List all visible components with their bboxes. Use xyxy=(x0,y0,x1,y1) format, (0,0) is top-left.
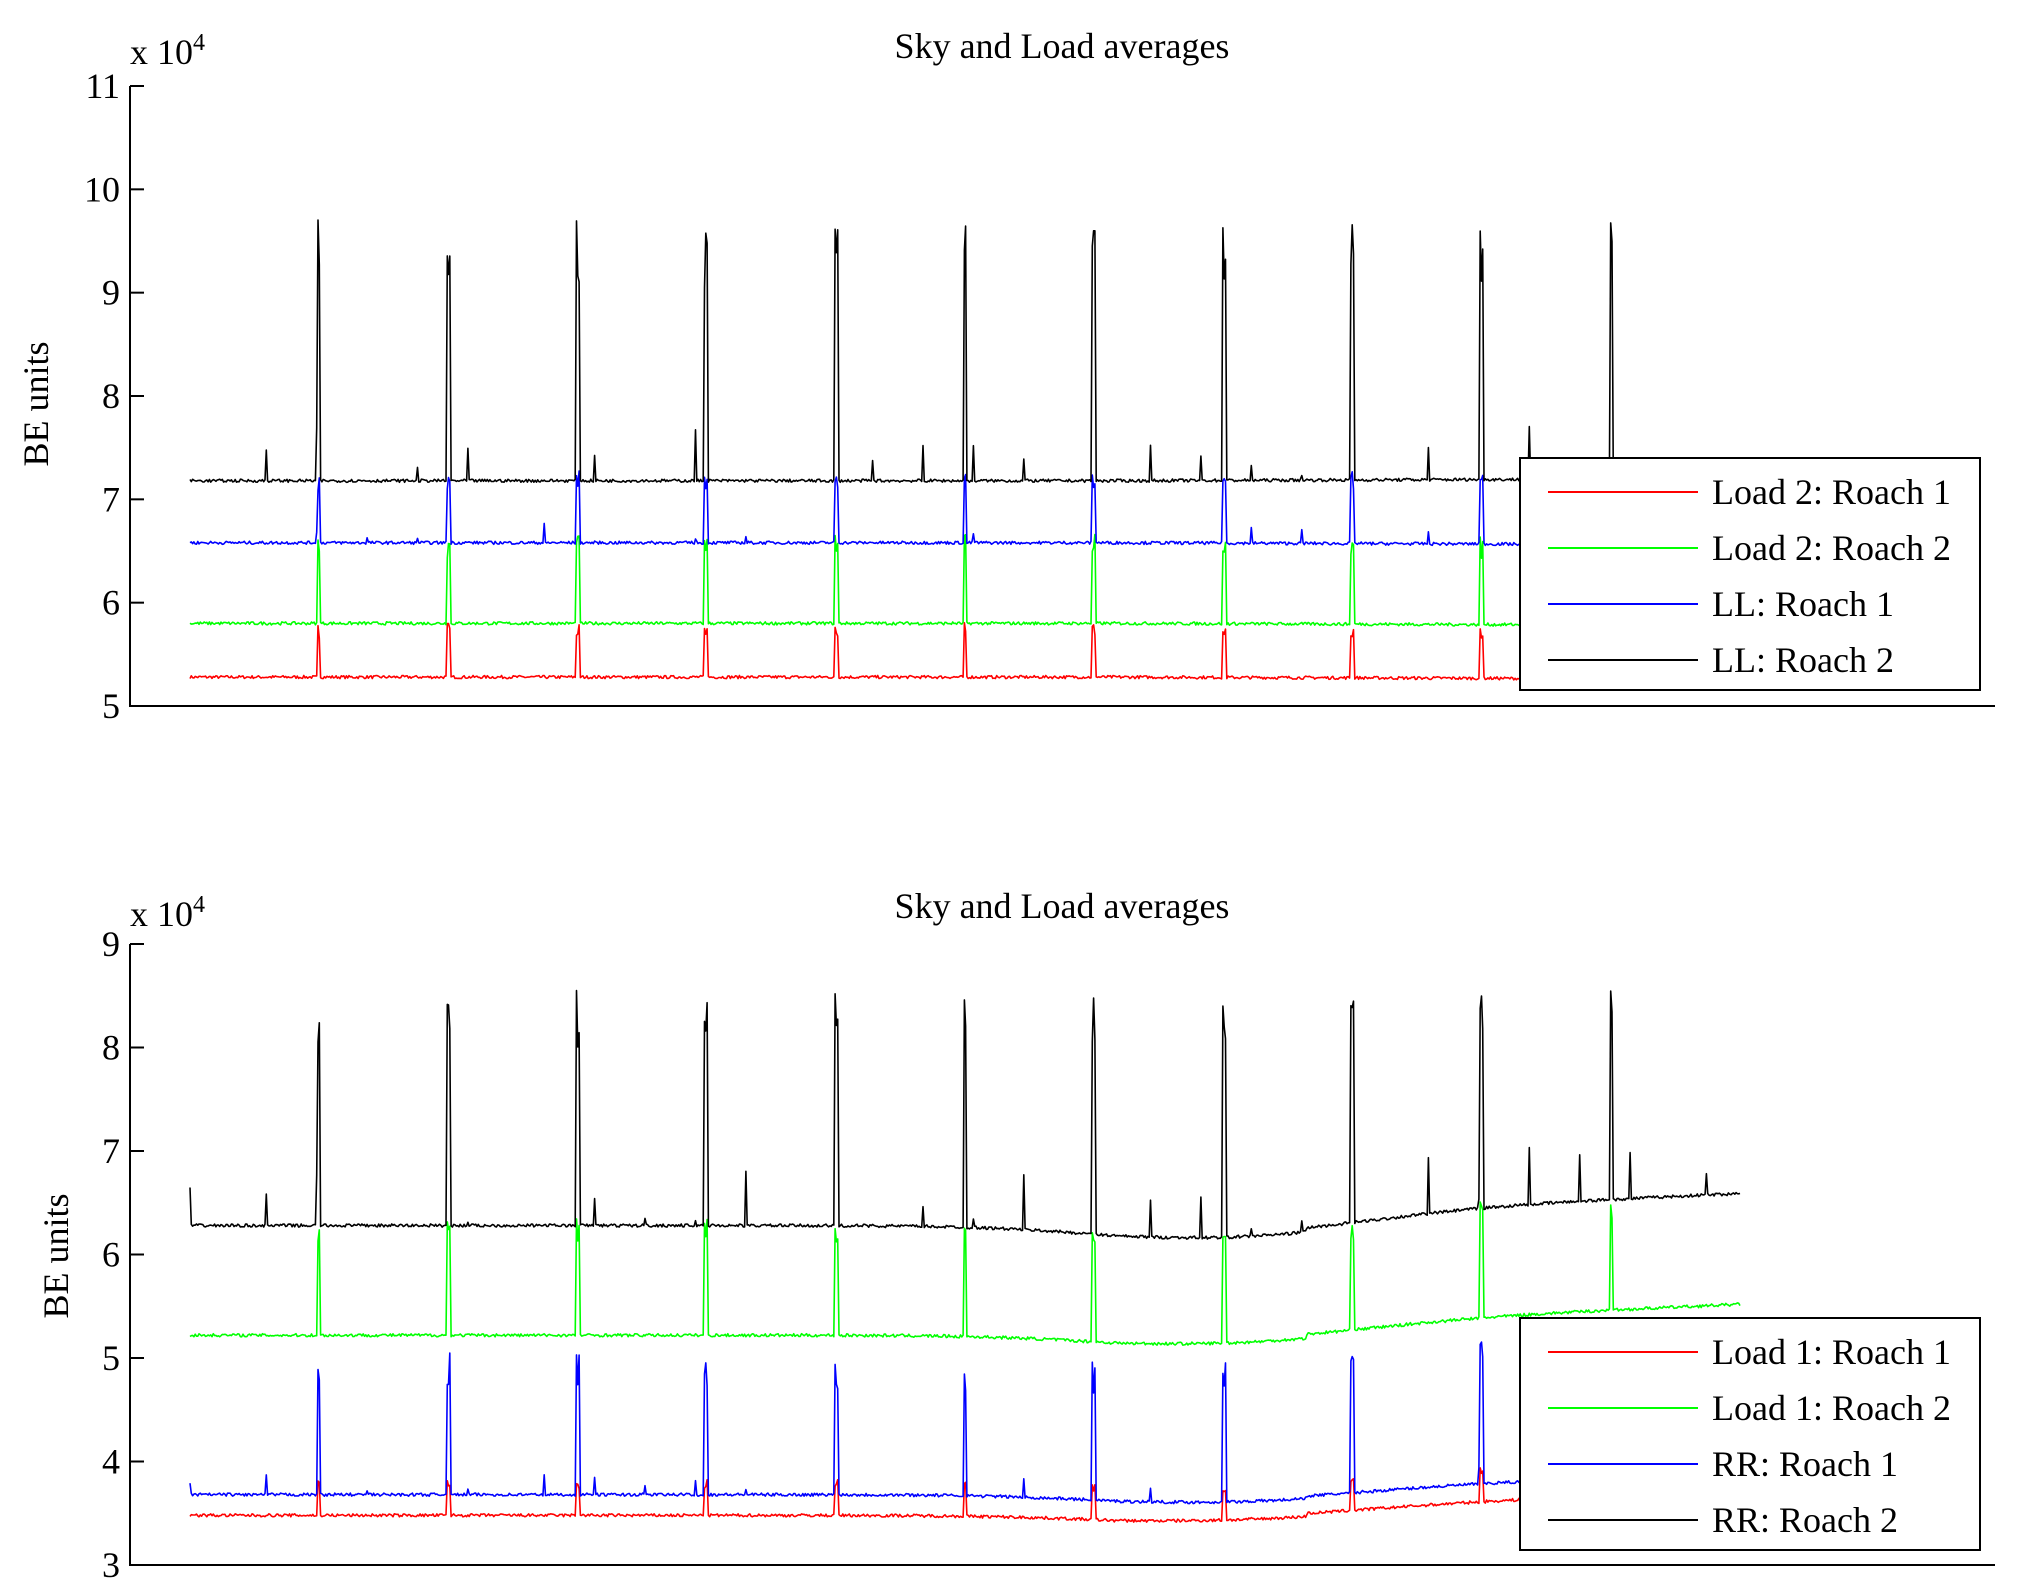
y-tick-label: 6 xyxy=(102,583,120,623)
y-multiplier-exponent: 4 xyxy=(193,892,205,918)
y-tick-label: 4 xyxy=(102,1442,120,1482)
y-tick-label: 8 xyxy=(102,376,120,416)
series-line xyxy=(189,219,1741,484)
plot-area xyxy=(129,86,1995,707)
plot-area xyxy=(129,944,1995,1566)
chart-title: Sky and Load averages xyxy=(895,886,1230,926)
y-multiplier-exponent: 4 xyxy=(193,30,205,56)
y-tick-label: 11 xyxy=(85,66,120,106)
legend-entry: Load 2: Roach 1 xyxy=(1712,472,1951,512)
y-ticks: 5 6 7 8 9 10 11 xyxy=(84,66,144,726)
series-line xyxy=(189,622,1741,682)
y-tick-label: 6 xyxy=(102,1235,120,1275)
legend-entry: LL: Roach 2 xyxy=(1712,640,1894,680)
y-tick-label: 5 xyxy=(102,686,120,726)
axis-lines xyxy=(129,86,1995,707)
series-line xyxy=(189,1341,1741,1505)
y-axis-label: BE units xyxy=(16,341,56,466)
series-line xyxy=(189,989,1741,1240)
legend-box xyxy=(1519,1317,1981,1551)
top-chart: Sky and Load averages BE units x 104 5 6 7… xyxy=(16,26,1995,726)
legend-entry: RR: Roach 2 xyxy=(1712,1500,1898,1540)
legend-box xyxy=(1519,457,1981,691)
y-tick-label: 7 xyxy=(102,1131,120,1171)
series-line xyxy=(189,1201,1741,1346)
y-axis-label: BE units xyxy=(36,1193,76,1318)
y-tick-label: 3 xyxy=(102,1545,120,1585)
y-tick-label: 10 xyxy=(84,169,120,209)
legend-entry: Load 1: Roach 2 xyxy=(1712,1388,1951,1428)
legend: Load 1: Roach 1 Load 1: Roach 2 RR: Roach … xyxy=(1519,1317,1981,1551)
y-ticks: 3 4 5 6 7 8 9 xyxy=(102,924,144,1585)
series-line xyxy=(189,533,1741,628)
series-line xyxy=(189,1461,1741,1523)
y-tick-label: 7 xyxy=(102,479,120,519)
y-multiplier-label: x 104 xyxy=(130,30,205,72)
legend-entry: Load 2: Roach 2 xyxy=(1712,528,1951,568)
y-tick-label: 9 xyxy=(102,924,120,964)
legend-entry: Load 1: Roach 1 xyxy=(1712,1332,1951,1372)
legend-entry: RR: Roach 1 xyxy=(1712,1444,1898,1484)
y-tick-label: 8 xyxy=(102,1028,120,1068)
axis-lines xyxy=(129,944,1995,1566)
bottom-chart: Sky and Load averages BE units x 104 3 4 5… xyxy=(36,886,1995,1585)
y-tick-label: 9 xyxy=(102,273,120,313)
legend: Load 2: Roach 1 Load 2: Roach 2 LL: Roach … xyxy=(1519,457,1981,691)
series-line xyxy=(189,470,1741,548)
y-multiplier-label: x 104 xyxy=(130,892,205,934)
legend-entry: LL: Roach 1 xyxy=(1712,584,1894,624)
y-tick-label: 5 xyxy=(102,1338,120,1378)
chart-title: Sky and Load averages xyxy=(895,26,1230,66)
